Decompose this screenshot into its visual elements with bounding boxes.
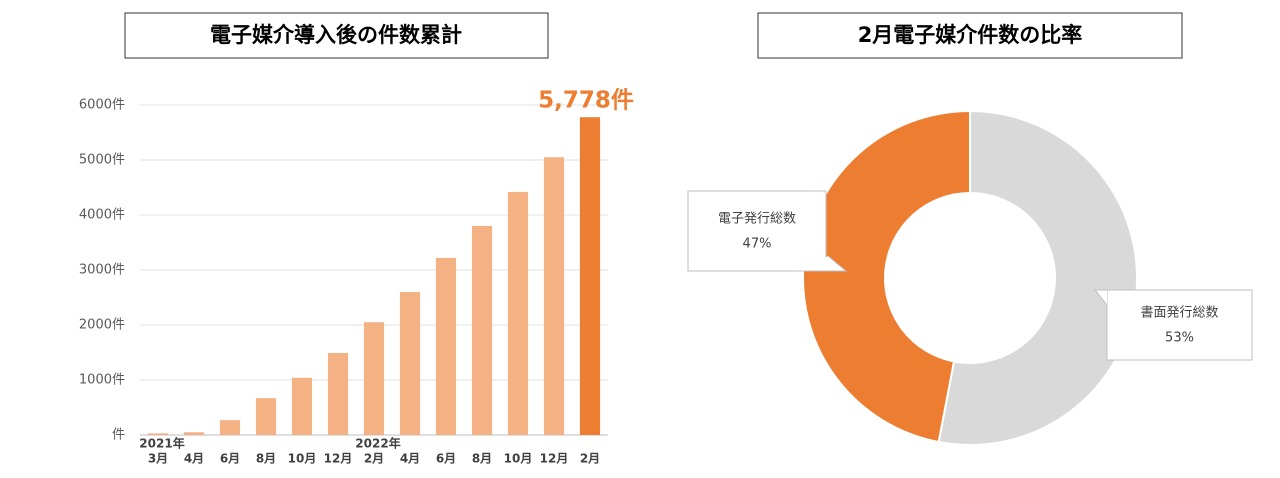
x-tick-label: 10月 bbox=[504, 452, 533, 466]
bar bbox=[399, 292, 421, 435]
year-label: 2022年 bbox=[355, 436, 400, 451]
y-tick-label: 4000件 bbox=[79, 208, 125, 223]
y-tick-label: 5000件 bbox=[79, 153, 125, 168]
year-label: 2021年 bbox=[139, 436, 184, 451]
bar bbox=[579, 117, 601, 436]
bar bbox=[435, 257, 457, 435]
bar bbox=[147, 433, 169, 435]
x-tick-label: 3月 bbox=[148, 452, 168, 466]
chart-title: 電子媒介導入後の件数累計 bbox=[210, 23, 462, 47]
callout-value: 53% bbox=[1165, 331, 1194, 346]
x-tick-label: 6月 bbox=[220, 452, 240, 466]
x-tick-label: 12月 bbox=[324, 452, 353, 466]
title-box bbox=[124, 12, 549, 59]
y-tick-label: 3000件 bbox=[79, 263, 125, 278]
chart-title: 2月電子媒介件数の比率 bbox=[858, 23, 1083, 47]
x-tick-label: 10月 bbox=[288, 452, 317, 466]
y-tick-label: 1000件 bbox=[79, 373, 125, 388]
y-tick-label: 2000件 bbox=[79, 318, 125, 333]
x-tick-label: 8月 bbox=[472, 452, 492, 466]
y-tick-label: 6000件 bbox=[79, 98, 125, 113]
x-tick-label: 2月 bbox=[580, 452, 600, 466]
callout-pointer bbox=[800, 255, 848, 272]
x-tick-label: 4月 bbox=[184, 452, 204, 466]
callout-pointer bbox=[1093, 289, 1108, 306]
x-tick-label: 6月 bbox=[436, 452, 456, 466]
data-label: 5,778件 bbox=[538, 88, 634, 114]
donut-slice bbox=[802, 109, 971, 444]
bar bbox=[183, 432, 205, 435]
bar bbox=[291, 377, 313, 435]
bar bbox=[327, 353, 349, 435]
bar bbox=[363, 322, 385, 435]
title-box bbox=[757, 12, 1183, 59]
x-tick-label: 2月 bbox=[364, 452, 384, 466]
x-tick-label: 8月 bbox=[256, 452, 276, 466]
bar bbox=[507, 191, 529, 435]
callout-value: 47% bbox=[743, 237, 772, 252]
callout bbox=[1106, 289, 1253, 361]
bar bbox=[543, 157, 565, 435]
bar bbox=[219, 420, 241, 435]
bar bbox=[255, 398, 277, 435]
y-tick-label: 件 bbox=[112, 428, 125, 443]
bar bbox=[471, 226, 493, 435]
x-tick-label: 12月 bbox=[540, 452, 569, 466]
callout-name: 書面発行総数 bbox=[1140, 306, 1218, 321]
callout bbox=[687, 190, 827, 272]
callout-name: 電子発行総数 bbox=[718, 212, 796, 227]
x-tick-label: 4月 bbox=[400, 452, 420, 466]
donut-slice bbox=[937, 109, 1138, 446]
